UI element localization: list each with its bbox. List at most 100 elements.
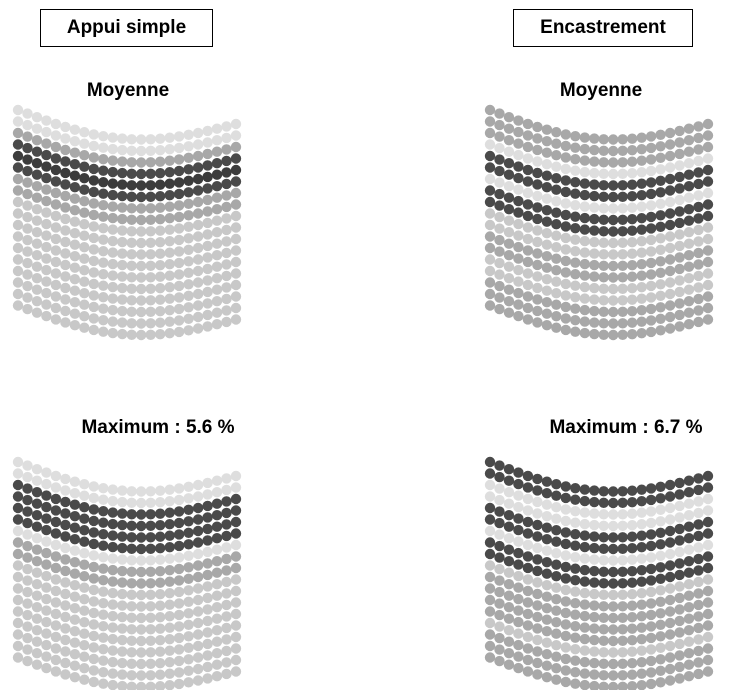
mesh-node [98, 326, 109, 337]
mesh-node [560, 584, 571, 596]
mesh-node [107, 178, 119, 189]
mesh-node [136, 283, 147, 295]
mesh-node [484, 537, 496, 548]
mesh-node [173, 483, 185, 494]
mesh-node [22, 119, 33, 131]
mesh-node [211, 135, 223, 146]
mesh-node [513, 605, 524, 616]
mesh-node [117, 236, 128, 248]
mesh-node [674, 489, 685, 500]
mesh-node [522, 493, 534, 505]
mesh-node [617, 589, 628, 600]
mesh-node [655, 221, 666, 232]
mesh-node [664, 479, 676, 491]
mesh-node [145, 658, 156, 669]
mesh-node [570, 269, 581, 280]
mesh-node [702, 597, 714, 608]
mesh-node [598, 543, 609, 554]
mesh-node [664, 127, 676, 139]
mesh-node [98, 303, 109, 314]
mesh-node [522, 516, 534, 528]
mesh-node [494, 563, 505, 575]
mesh-node [60, 669, 71, 680]
mesh-node [617, 237, 628, 248]
mesh-node [173, 234, 185, 246]
mesh-node [126, 191, 137, 202]
mesh-node [12, 219, 24, 231]
mesh-node [522, 164, 534, 176]
mesh-node [117, 282, 128, 294]
mesh-node [560, 198, 571, 209]
mesh-node [608, 249, 619, 260]
mesh-node [31, 250, 43, 261]
mesh-node [69, 476, 81, 487]
mesh-node [503, 625, 515, 636]
mesh-node [50, 666, 62, 677]
mesh-node [69, 147, 81, 158]
mesh-node [136, 612, 147, 624]
mesh-node [31, 579, 43, 590]
mesh-node [211, 319, 223, 330]
mesh-node [98, 177, 109, 188]
mesh-node [674, 477, 685, 489]
mesh-node [155, 635, 166, 646]
panel-label-average-clamped: Moyenne [559, 80, 643, 101]
mesh-node [98, 632, 109, 643]
mesh-node [494, 165, 505, 177]
mesh-node [636, 167, 647, 178]
mesh-node [183, 325, 194, 336]
mesh-node [655, 152, 666, 163]
mesh-node [145, 635, 156, 646]
mesh-node [164, 530, 175, 541]
mesh-node [617, 249, 628, 260]
mesh-node [570, 303, 581, 314]
mesh-node [570, 529, 581, 540]
mesh-node [702, 516, 714, 528]
mesh-node [513, 593, 524, 605]
mesh-node [136, 168, 147, 180]
mesh-node [155, 566, 166, 577]
mesh-node [221, 599, 232, 611]
mesh-node [183, 481, 194, 492]
mesh-node [551, 242, 562, 253]
mesh-node [522, 643, 534, 654]
mesh-node [173, 494, 185, 506]
mesh-node [31, 510, 43, 521]
mesh-node [107, 495, 119, 507]
mesh-node [183, 573, 194, 584]
mesh-node [183, 290, 194, 301]
mesh-node [636, 565, 647, 576]
mesh-node [230, 279, 242, 291]
mesh-node [136, 543, 147, 555]
mesh-node [484, 594, 496, 606]
mesh-node [41, 536, 52, 547]
mesh-node [31, 625, 43, 636]
mesh-node [41, 582, 52, 593]
mesh-node [608, 180, 619, 191]
mesh-node [579, 495, 590, 507]
mesh-node [31, 227, 43, 238]
mesh-node [608, 589, 619, 601]
mesh-node [589, 248, 600, 259]
mesh-node [69, 159, 81, 170]
mesh-node [50, 210, 62, 222]
mesh-node [608, 635, 619, 647]
mesh-node [655, 267, 666, 278]
mesh-node [221, 565, 232, 576]
mesh-node [12, 139, 24, 150]
mesh-node [627, 156, 638, 167]
mesh-node [211, 227, 223, 238]
mesh-node [41, 149, 52, 161]
mesh-node [579, 622, 590, 633]
mesh-node [88, 596, 100, 607]
mesh-node [503, 307, 515, 318]
mesh-node [107, 201, 119, 212]
mesh-node [579, 258, 590, 270]
mesh-node [683, 487, 695, 498]
mesh-node [202, 604, 213, 615]
mesh-node [579, 212, 590, 224]
mesh-node [88, 255, 100, 267]
mesh-node [674, 321, 685, 332]
mesh-node [164, 236, 175, 247]
mesh-node [12, 127, 24, 139]
